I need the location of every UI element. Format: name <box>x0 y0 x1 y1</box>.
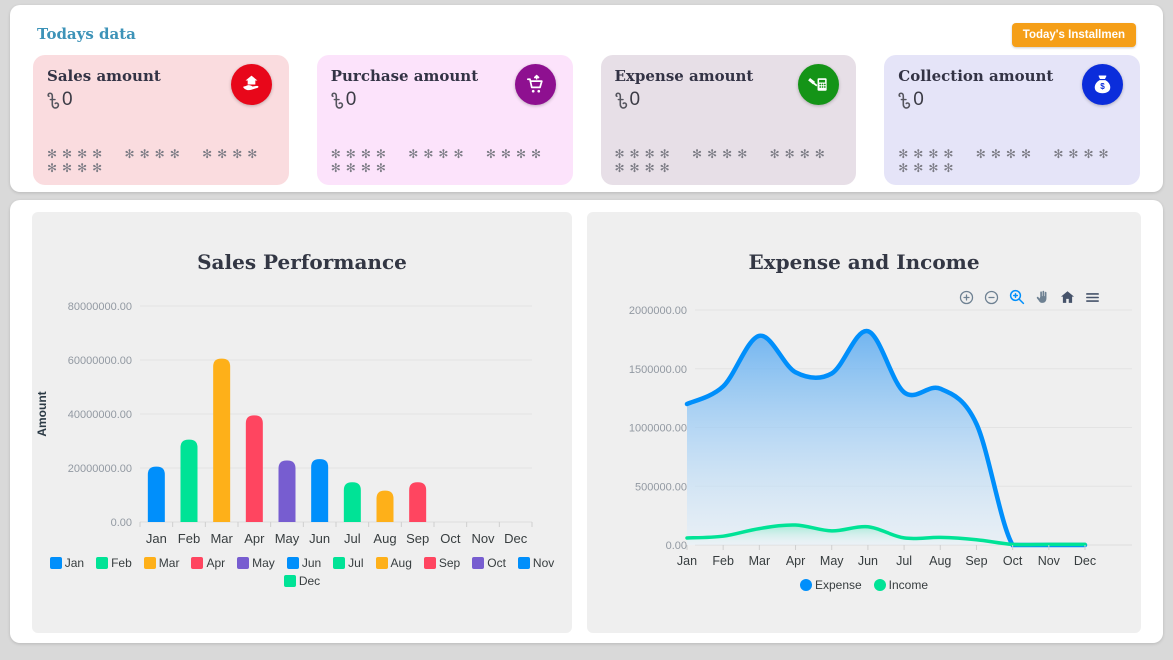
card-amount-value: 0 <box>345 89 357 110</box>
selection-zoom-icon[interactable] <box>1008 288 1026 306</box>
card-amount: 0 <box>898 89 1126 111</box>
legend-item-may[interactable]: May <box>237 556 275 570</box>
taka-currency-icon <box>898 92 911 109</box>
svg-text:Jul: Jul <box>896 554 912 568</box>
svg-text:Oct: Oct <box>440 531 461 546</box>
card-amount-value: 0 <box>913 89 924 110</box>
calculator-hand-icon <box>798 64 840 105</box>
svg-text:Amount: Amount <box>35 391 49 436</box>
expense-amount-card: Expense amount 0 ✻✻✻✻ ✻✻✻✻ ✻✻✻✻ ✻✻✻✻ <box>600 55 857 185</box>
masked-digits: ✻✻✻✻ ✻✻✻✻ ✻✻✻✻ ✻✻✻✻ <box>47 147 263 175</box>
card-title: Sales amount <box>47 67 161 85</box>
expense-chart-canvas[interactable]: 2000000.00 1500000.00 1000000.00 500000.00 0… <box>587 286 1141 574</box>
expense-chart-legend: Expense Income <box>587 578 1141 592</box>
svg-text:20000000.00: 20000000.00 <box>68 463 132 475</box>
hand-house-icon <box>230 64 272 105</box>
svg-text:Jun: Jun <box>309 531 330 546</box>
taka-currency-icon <box>331 92 343 109</box>
todays-installment-button[interactable]: Today's Installmen <box>1011 23 1136 47</box>
svg-text:2000000.00: 2000000.00 <box>629 305 687 317</box>
zoom-in-icon[interactable] <box>958 289 975 306</box>
stat-cards-row: Sales amount 0 ✻✻✻✻ ✻✻✻✻ ✻✻✻✻ ✻✻✻✻ Purch… <box>33 55 1140 185</box>
svg-text:May: May <box>820 554 844 568</box>
svg-text:40000000.00: 40000000.00 <box>68 409 132 421</box>
legend-item-apr[interactable]: Apr <box>191 556 225 570</box>
purchase-amount-card: Purchase amount 0 ✻✻✻✻ ✻✻✻✻ ✻✻✻✻ ✻✻✻✻ <box>316 55 573 185</box>
legend-item-oct[interactable]: Oct <box>472 556 506 570</box>
sales-performance-panel: Sales Performance 80000000.00 60000000.00… <box>32 212 572 633</box>
card-amount: 0 <box>614 89 843 111</box>
sales-chart-title: Sales Performance <box>197 250 407 274</box>
card-title: Expense amount <box>614 67 754 85</box>
todays-data-section: Todays data Today's Installmen Sales amo… <box>10 5 1163 192</box>
taka-currency-icon <box>47 92 60 109</box>
legend-item-expense[interactable]: Expense <box>799 578 862 592</box>
svg-text:0.00: 0.00 <box>111 517 132 529</box>
masked-digits: ✻✻✻✻ ✻✻✻✻ ✻✻✻✻ ✻✻✻✻ <box>330 147 547 175</box>
svg-text:0.00: 0.00 <box>666 540 687 552</box>
svg-text:Feb: Feb <box>178 531 200 546</box>
menu-icon[interactable] <box>1084 289 1101 306</box>
masked-digits: ✻✻✻✻ ✻✻✻✻ ✻✻✻✻ ✻✻✻✻ <box>898 147 1114 175</box>
svg-text:1500000.00: 1500000.00 <box>629 364 687 376</box>
svg-text:Mar: Mar <box>210 531 233 546</box>
expense-income-panel: Expense and Income 2000000.00 1500000.00 1… <box>587 212 1141 633</box>
svg-text:Dec: Dec <box>504 531 528 546</box>
money-bag-icon: $ <box>1082 64 1123 105</box>
card-title: Collection amount <box>898 67 1054 85</box>
chart-toolbar <box>958 288 1101 306</box>
svg-text:500000.00: 500000.00 <box>635 481 687 493</box>
card-amount: 0 <box>331 89 559 111</box>
legend-item-feb[interactable]: Feb <box>96 556 132 570</box>
svg-text:Aug: Aug <box>373 531 396 546</box>
legend-item-jul[interactable]: Jul <box>333 556 364 570</box>
card-amount-value: 0 <box>629 89 641 110</box>
svg-text:$: $ <box>1100 82 1105 91</box>
card-amount: 0 <box>47 89 275 111</box>
sales-chart-legend: Jan Feb Mar Apr May Jun Jul Aug Sep Oct Nov Dec <box>32 556 572 592</box>
svg-text:Jul: Jul <box>344 531 361 546</box>
svg-text:Mar: Mar <box>749 554 771 568</box>
pan-icon[interactable] <box>1034 289 1051 306</box>
legend-item-income[interactable]: Income <box>873 578 928 592</box>
section-title: Todays data <box>37 25 136 43</box>
legend-item-jun[interactable]: Jun <box>286 556 321 570</box>
svg-text:60000000.00: 60000000.00 <box>68 355 132 367</box>
svg-text:Sep: Sep <box>406 531 429 546</box>
svg-text:1000000.00: 1000000.00 <box>629 423 687 435</box>
sales-chart-canvas[interactable]: 80000000.00 60000000.00 40000000.00 2000000… <box>32 286 572 552</box>
collection-amount-card: Collection amount 0 $ ✻✻✻✻ ✻✻✻✻ ✻✻✻✻ ✻✻✻… <box>884 55 1140 185</box>
svg-text:Sep: Sep <box>965 554 987 568</box>
svg-text:Dec: Dec <box>1074 554 1096 568</box>
svg-text:Apr: Apr <box>244 531 265 546</box>
svg-text:Aug: Aug <box>929 554 951 568</box>
charts-section: Sales Performance 80000000.00 60000000.00… <box>10 200 1163 643</box>
home-icon[interactable] <box>1059 289 1076 306</box>
svg-text:May: May <box>275 531 300 546</box>
svg-text:Oct: Oct <box>1003 554 1023 568</box>
svg-text:Feb: Feb <box>712 554 734 568</box>
zoom-out-icon[interactable] <box>983 289 1000 306</box>
svg-text:80000000.00: 80000000.00 <box>68 301 132 313</box>
svg-text:Apr: Apr <box>786 554 805 568</box>
legend-item-jan[interactable]: Jan <box>49 556 84 570</box>
svg-text:Jan: Jan <box>677 554 697 568</box>
legend-item-nov[interactable]: Nov <box>517 556 554 570</box>
masked-digits: ✻✻✻✻ ✻✻✻✻ ✻✻✻✻ ✻✻✻✻ <box>614 147 830 175</box>
legend-item-aug[interactable]: Aug <box>375 556 412 570</box>
svg-text:Jan: Jan <box>146 531 167 546</box>
taka-currency-icon <box>614 92 627 109</box>
card-title: Purchase amount <box>330 67 479 85</box>
cart-arrow-icon <box>514 64 556 105</box>
legend-item-mar[interactable]: Mar <box>143 556 179 570</box>
svg-text:Nov: Nov <box>1038 554 1061 568</box>
legend-item-sep[interactable]: Sep <box>423 556 460 570</box>
svg-text:Nov: Nov <box>471 531 495 546</box>
svg-text:Jun: Jun <box>858 554 878 568</box>
sales-amount-card: Sales amount 0 ✻✻✻✻ ✻✻✻✻ ✻✻✻✻ ✻✻✻✻ <box>33 55 289 185</box>
card-amount-value: 0 <box>62 89 73 110</box>
legend-item-dec[interactable]: Dec <box>283 574 320 588</box>
expense-chart-title: Expense and Income <box>748 250 980 274</box>
